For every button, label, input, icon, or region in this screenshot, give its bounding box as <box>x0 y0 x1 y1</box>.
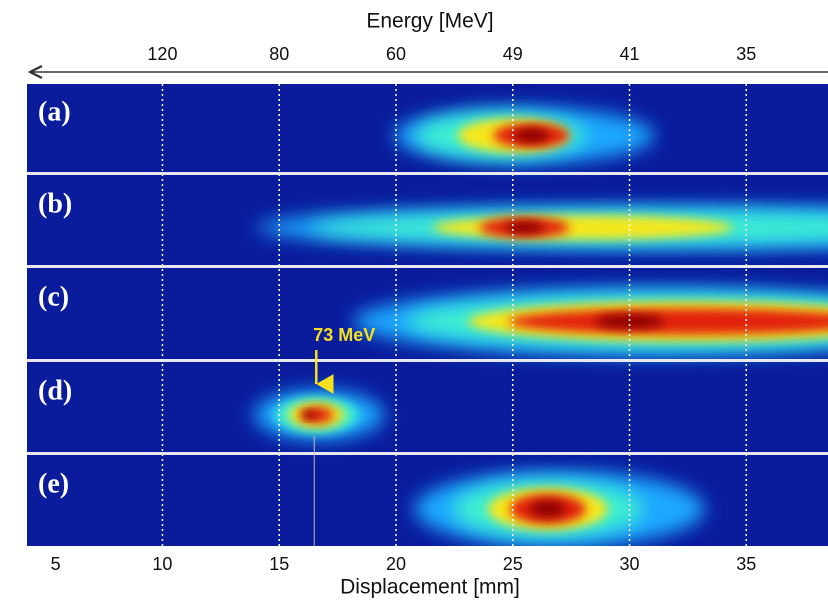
blob-layer <box>529 501 566 517</box>
spectrum-blob <box>394 107 655 164</box>
panel-label: (e) <box>38 468 69 499</box>
spectrum-blob <box>414 471 705 546</box>
blob-layer <box>432 215 733 240</box>
blob-layer <box>513 128 550 143</box>
x-tick-label: 35 <box>736 554 756 574</box>
annotation-text: 73 MeV <box>313 325 375 345</box>
x-tick-label: 20 <box>386 554 406 574</box>
panel-label: (c) <box>38 281 69 312</box>
spectrum-blob <box>253 390 384 440</box>
plot-area <box>27 84 828 546</box>
x2-tick-label: 41 <box>619 44 639 64</box>
x-tick-label: 15 <box>269 554 289 574</box>
x-tick-label: 10 <box>152 554 172 574</box>
spectrum-blob <box>352 287 828 356</box>
panel-label: (d) <box>38 375 72 406</box>
x-tick-label: 30 <box>619 554 639 574</box>
x2-tick-label: 80 <box>269 44 289 64</box>
blob-layer <box>299 407 334 423</box>
x2-tick-label: 120 <box>147 44 177 64</box>
panel-label: (a) <box>38 96 71 127</box>
x-axis-title: Displacement [mm] <box>340 576 520 599</box>
blob-layer <box>507 308 828 335</box>
spectrum-blob <box>256 205 828 250</box>
x2-axis-title: Energy [MeV] <box>366 10 493 33</box>
blob-layer <box>302 411 317 419</box>
blob-layer <box>504 221 545 234</box>
panel-label: (b) <box>38 188 72 219</box>
blob-layer <box>594 314 665 329</box>
x-tick-label: 25 <box>503 554 523 574</box>
x2-tick-label: 49 <box>503 44 523 64</box>
x-tick-label: 5 <box>51 554 61 574</box>
x2-tick-label: 60 <box>386 44 406 64</box>
x2-tick-label: 35 <box>736 44 756 64</box>
